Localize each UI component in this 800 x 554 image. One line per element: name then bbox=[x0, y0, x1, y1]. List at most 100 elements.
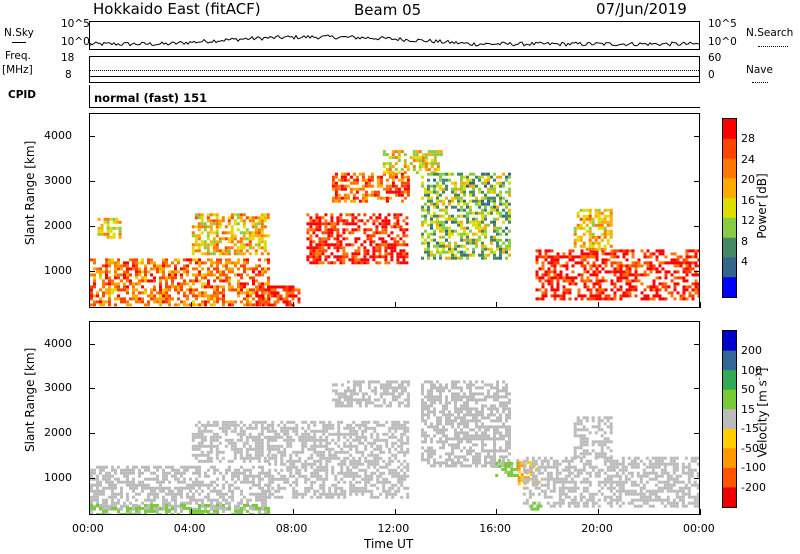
heatmap-cell bbox=[342, 237, 346, 241]
heatmap-cell bbox=[212, 240, 216, 244]
heatmap-cell bbox=[460, 437, 463, 441]
heatmap-cell bbox=[466, 395, 469, 399]
heatmap-cell bbox=[206, 444, 210, 448]
heatmap-cell bbox=[490, 241, 493, 245]
heatmap-cell bbox=[475, 425, 478, 429]
heatmap-cell bbox=[607, 270, 611, 274]
heatmap-cell bbox=[352, 178, 356, 182]
heatmap-cell bbox=[183, 503, 186, 507]
heatmap-cell bbox=[258, 498, 261, 502]
heatmap-cell bbox=[367, 386, 371, 390]
heatmap-cell bbox=[273, 285, 277, 289]
heatmap-cell bbox=[306, 258, 310, 262]
heatmap-cell bbox=[227, 246, 231, 250]
heatmap-cell bbox=[499, 247, 502, 251]
heatmap-cell bbox=[333, 261, 337, 265]
heatmap-cell bbox=[234, 474, 237, 478]
heatmap-cell bbox=[397, 450, 401, 454]
heatmap-cell bbox=[493, 395, 496, 399]
heatmap-cell bbox=[138, 300, 141, 304]
heatmap-cell bbox=[267, 276, 270, 280]
heatmap-cell bbox=[141, 279, 144, 283]
heatmap-cell bbox=[568, 291, 572, 295]
heatmap-cell bbox=[493, 238, 496, 242]
heatmap-cell bbox=[242, 243, 246, 247]
heatmap-cell bbox=[322, 465, 326, 469]
heatmap-cell bbox=[349, 423, 353, 427]
heatmap-cell bbox=[120, 512, 123, 514]
heatmap-cell bbox=[391, 435, 395, 439]
heatmap-cell bbox=[399, 237, 403, 241]
heatmap-cell bbox=[520, 479, 524, 483]
heatmap-cell bbox=[243, 285, 246, 289]
heatmap-cell bbox=[336, 216, 340, 220]
heatmap-cell bbox=[409, 156, 413, 160]
heatmap-cell bbox=[268, 480, 272, 484]
heatmap-cell bbox=[502, 214, 505, 218]
heatmap-cell bbox=[309, 225, 313, 229]
heatmap-cell bbox=[135, 270, 138, 274]
heatmap-cell bbox=[360, 243, 364, 247]
heatmap-cell bbox=[613, 252, 617, 256]
heatmap-cell bbox=[249, 486, 252, 490]
heatmap-cell bbox=[394, 468, 398, 472]
heatmap-cell bbox=[364, 193, 368, 197]
heatmap-cell bbox=[484, 205, 487, 209]
heatmap-cell bbox=[189, 291, 192, 295]
heatmap-cell bbox=[363, 228, 367, 232]
heatmap-cell bbox=[445, 413, 448, 417]
heatmap-cell bbox=[559, 255, 563, 259]
heatmap-cell bbox=[346, 401, 350, 405]
heatmap-cell bbox=[93, 492, 96, 496]
heatmap-cell bbox=[685, 249, 689, 253]
heatmap-cell bbox=[159, 282, 162, 286]
heatmap-cell bbox=[336, 234, 340, 238]
heatmap-cell bbox=[195, 477, 198, 481]
heatmap-cell bbox=[505, 404, 508, 408]
heatmap-cell bbox=[233, 456, 237, 460]
heatmap-cell bbox=[597, 241, 601, 245]
heatmap-cell bbox=[442, 389, 445, 393]
heatmap-cell bbox=[652, 285, 656, 289]
heatmap-cell bbox=[316, 477, 320, 481]
heatmap-cell bbox=[209, 441, 213, 445]
heatmap-cell bbox=[114, 483, 117, 487]
heatmap-cell bbox=[454, 229, 457, 233]
heatmap-cell bbox=[510, 465, 514, 468]
heatmap-cell bbox=[451, 464, 454, 468]
heatmap-cell bbox=[352, 398, 356, 402]
heatmap-cell bbox=[177, 285, 180, 289]
heatmap-cell bbox=[457, 434, 460, 438]
heatmap-cell bbox=[381, 228, 385, 232]
heatmap-cell bbox=[522, 465, 526, 469]
heatmap-cell bbox=[382, 386, 386, 390]
heatmap-cell bbox=[156, 492, 159, 496]
heatmap-cell bbox=[271, 447, 275, 451]
heatmap-cell bbox=[236, 228, 240, 232]
heatmap-cell bbox=[352, 392, 356, 396]
heatmap-cell bbox=[610, 297, 614, 301]
heatmap-cell bbox=[355, 438, 359, 442]
heatmap-cell bbox=[427, 250, 430, 254]
heatmap-cell bbox=[240, 506, 243, 510]
heatmap-cell bbox=[153, 261, 156, 265]
heatmap-cell bbox=[171, 495, 174, 499]
heatmap-cell bbox=[463, 193, 466, 197]
heatmap-cell bbox=[289, 444, 293, 448]
heatmap-cell bbox=[655, 276, 659, 280]
heatmap-cell bbox=[313, 492, 317, 496]
heatmap-cell bbox=[469, 386, 472, 390]
heatmap-cell bbox=[286, 477, 290, 481]
heatmap-cell bbox=[499, 175, 502, 179]
ytick-label: 3000 bbox=[44, 173, 72, 187]
heatmap-cell bbox=[580, 297, 584, 301]
heatmap-cell bbox=[385, 178, 389, 182]
heatmap-cell bbox=[393, 246, 397, 250]
heatmap-cell bbox=[315, 216, 319, 220]
heatmap-cell bbox=[117, 509, 120, 513]
heatmap-cell bbox=[568, 255, 572, 259]
heatmap-cell bbox=[206, 234, 210, 238]
heatmap-cell bbox=[209, 450, 213, 454]
heatmap-cell bbox=[135, 294, 138, 298]
heatmap-cell bbox=[102, 294, 105, 298]
